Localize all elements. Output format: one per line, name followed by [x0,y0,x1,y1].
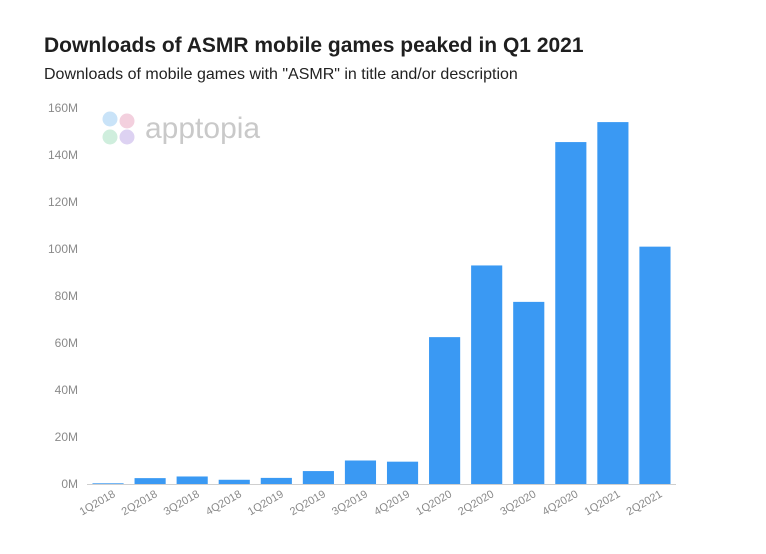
bar [260,477,292,484]
logo-dot-green [102,129,118,145]
watermark-logo: apptopia [102,111,260,145]
y-tick-label: 140M [48,148,78,162]
bar [92,483,124,484]
x-tick-label: 1Q2021 [582,488,622,518]
x-tick-label: 1Q2020 [414,488,454,518]
y-tick-label: 100M [48,242,78,256]
bar [597,122,629,484]
chart-title: Downloads of ASMR mobile games peaked in… [44,34,584,57]
x-tick-label: 1Q2018 [78,488,118,518]
x-tick-label: 3Q2020 [498,488,538,518]
bar [513,301,545,484]
bar [429,337,461,484]
watermark-text: apptopia [145,112,260,145]
bar [302,471,334,484]
bar [639,246,671,484]
y-tick-label: 20M [55,430,78,444]
bar [471,265,503,484]
bars [92,122,671,484]
y-tick-label: 60M [55,336,78,350]
chart-subtitle: Downloads of mobile games with "ASMR" in… [44,66,518,83]
x-tick-label: 4Q2018 [204,488,244,518]
x-tick-label: 1Q2019 [246,488,286,518]
y-tick-label: 40M [55,383,78,397]
logo-dot-pink [119,113,135,129]
logo-dot-purple [119,129,135,145]
x-axis: 1Q2018 2Q2018 3Q2018 4Q2018 1Q2019 2Q2019 3Q20… [78,488,665,518]
x-tick-label: 2Q2021 [625,488,665,518]
bar [344,460,377,484]
y-tick-label: 160M [48,101,78,115]
x-tick-label: 3Q2018 [162,488,202,518]
bar [386,461,419,484]
x-tick-label: 2Q2020 [456,488,496,518]
bar [555,142,587,484]
logo-dot-blue [102,111,118,127]
bar [176,476,208,484]
x-tick-label: 2Q2019 [288,488,328,518]
x-tick-label: 4Q2019 [372,488,412,518]
bar [134,478,166,484]
x-tick-label: 2Q2018 [120,488,160,518]
x-tick-label: 3Q2019 [330,488,370,518]
y-tick-label: 120M [48,195,78,209]
x-tick-label: 4Q2020 [540,488,580,518]
y-axis: 0M 20M 40M 60M 80M 100M 120M 140M 160M [48,101,78,491]
bar [218,479,250,484]
y-tick-label: 80M [55,289,78,303]
y-tick-label: 0M [61,477,78,491]
